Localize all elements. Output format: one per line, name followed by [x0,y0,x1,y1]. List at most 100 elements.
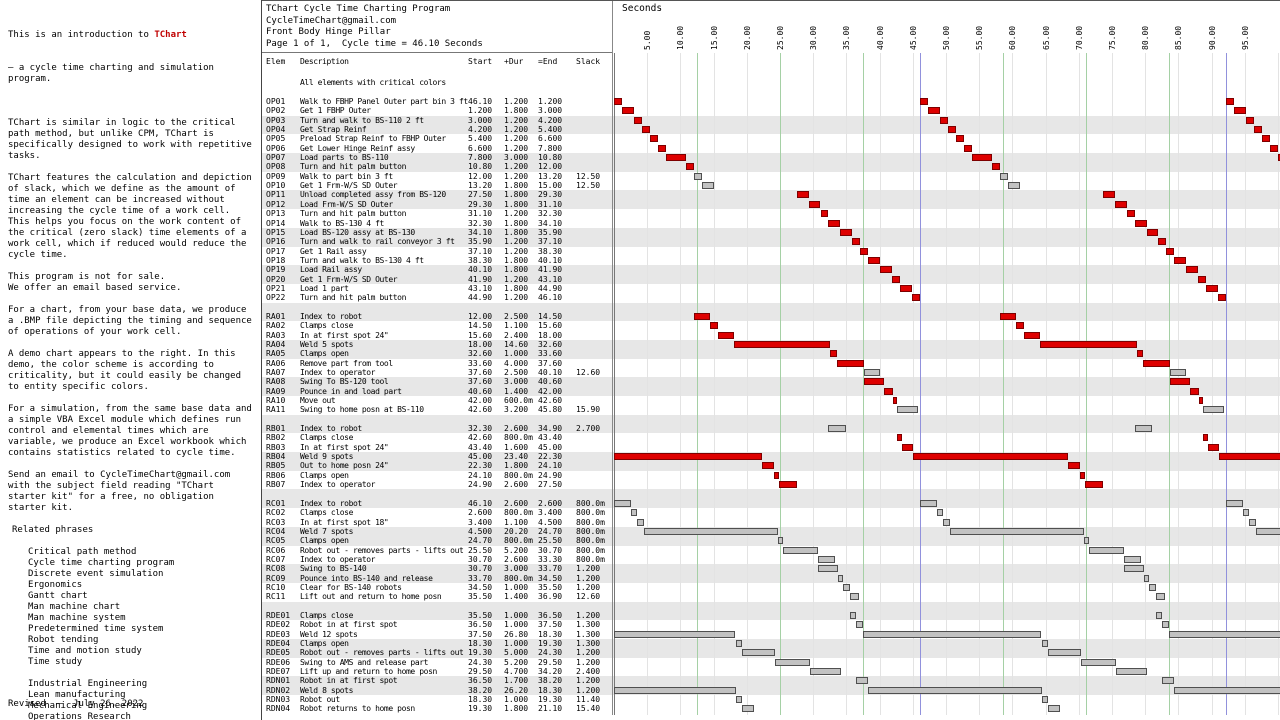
cell-dur: 2.600 [504,480,529,490]
cell-dur: 800.0m [504,433,533,443]
gantt-row-track [612,648,1280,657]
cell-start: 19.30 [468,648,493,658]
cell-start: 38.30 [468,255,493,265]
gantt-bar-critical [774,471,780,479]
cell-start: 46.10 [468,97,493,107]
cell-elem: OP01 [266,97,286,107]
gantt-row-track [612,190,1280,199]
cell-slack [576,144,612,153]
cell-desc: In at first spot 18" [300,517,389,527]
profession-item: Mechanical Engineering [28,701,148,711]
related-phrases-title: Related phrases [12,525,94,535]
gantt-bar-critical [614,453,763,461]
cell-end: 34.90 [538,424,563,434]
cell-start: 27.50 [468,190,493,200]
gantt-row-track [612,200,1280,209]
cell-desc: Load 1 part [300,283,349,293]
cell-elem: RC01 [266,498,286,508]
cell-desc: Clamps open [300,470,349,480]
cell-dur: 4.700 [504,667,529,676]
cell-elem: RB03 [266,442,286,452]
gantt-bar-critical [863,378,884,386]
axis-tick-label: 60.00 [1008,25,1018,50]
gantt-bar-critical [1102,191,1115,199]
gantt-bar-critical [717,331,734,339]
cell-slack: 1.200 [576,564,601,574]
cell-start: 4.500 [468,526,493,536]
table-row: OP20 Get 1 Frm-W/S SD Outer 41.90 1.200 43.1… [262,274,1280,284]
cell-end: 35.50 [538,582,563,592]
cell-start: 35.50 [468,610,493,620]
cell-desc: Index to robot [300,424,362,434]
gantt-bar-critical [1126,210,1135,218]
cell-desc: Clamps open [300,638,349,648]
gantt-bar-slack [1226,499,1244,507]
table-row: OP01 Walk to FBHP Panel Outer part bin 3 … [262,97,1280,106]
cell-start: 6.600 [468,143,493,153]
gantt-row-track [612,293,1280,302]
cell-desc: Preload Strap Reinf to FBHP Outer [300,134,446,144]
cell-slack [576,340,612,349]
cell-start: 7.800 [468,153,493,163]
cell-slack: 1.200 [576,573,601,583]
gantt-row-track [612,546,1280,555]
gantt-bar-slack [742,649,776,657]
brand-name: TChart [154,30,187,40]
gantt-bar-critical [1198,275,1207,283]
cell-elem: RC09 [266,573,286,583]
cell-dur: 1.200 [504,115,529,125]
gantt-bar-critical [880,266,893,274]
table-row: OP21 Load 1 part 43.10 1.800 44.90 [262,284,1280,293]
cell-dur: 2.500 [504,368,529,377]
cell-end: 40.10 [538,255,563,265]
cell-start: 35.90 [468,237,493,247]
table-row: RA11 Swing to home posn at BS-110 42.60 3.2… [262,405,1280,414]
gantt-bar-critical [920,98,929,106]
spacer-row [262,601,1280,611]
note-row: All elements with critical colors [262,78,1280,87]
cell-slack [576,293,612,302]
cell-end: 33.60 [538,349,563,359]
cell-end: 21.10 [538,704,563,714]
cell-elem: OP09 [266,171,286,181]
cell-end: 37.10 [538,237,563,247]
gantt-bar-slack [1041,696,1049,704]
cell-slack [576,349,612,358]
gantt-row-track [612,405,1280,414]
gantt-bar-critical [868,256,881,264]
cell-end: 29.50 [538,657,563,667]
gantt-row-track [612,536,1280,545]
cell-slack [576,125,612,134]
gantt-bar-slack [863,369,881,376]
gantt-bar-slack [614,686,736,694]
cell-end: 35.90 [538,227,563,237]
axis-tick-label: 80.00 [1141,25,1151,50]
table-row: RA08 Swing To BS-120 tool 37.60 3.000 40.60 [262,377,1280,387]
gantt-bar-critical [900,284,913,292]
table-row: OP16 Turn and walk to rail conveyor 3 ft 3… [262,237,1280,247]
cell-elem: RDE04 [266,638,291,648]
cell-desc: Get Lower Hinge Reinf assy [300,143,415,153]
cell-dur: 1.800 [504,181,529,191]
paragraph: A demo chart appears to the right. In th… [8,349,247,392]
gantt-bar-critical [657,144,666,152]
cell-elem: RA01 [266,311,286,321]
table-row: RA07 Index to operator 37.60 2.500 40.10 12.6… [262,368,1280,377]
cell-desc: Remove part from tool [300,358,393,368]
gantt-bar-critical [1169,378,1190,386]
gantt-row-track [612,433,1280,442]
cell-dur: 2.500 [504,311,529,321]
cell-slack: 12.60 [576,368,601,377]
table-row: RDE01 Clamps close 35.50 1.000 36.50 1.200 [262,610,1280,621]
gantt-row-track [612,116,1280,125]
cell-elem: OP05 [266,134,286,144]
gantt-row-track [612,228,1280,237]
cell-start: 30.70 [468,564,493,574]
cell-desc: Turn and walk to BS-110 2 ft [300,115,424,125]
gantt-bar-slack [1123,565,1144,573]
gantt-row-track [612,209,1280,218]
cell-end: 4.200 [538,115,563,125]
cell-dur: 1.800 [504,106,529,116]
cell-start: 18.30 [468,695,493,705]
cell-elem: OP03 [266,115,286,125]
